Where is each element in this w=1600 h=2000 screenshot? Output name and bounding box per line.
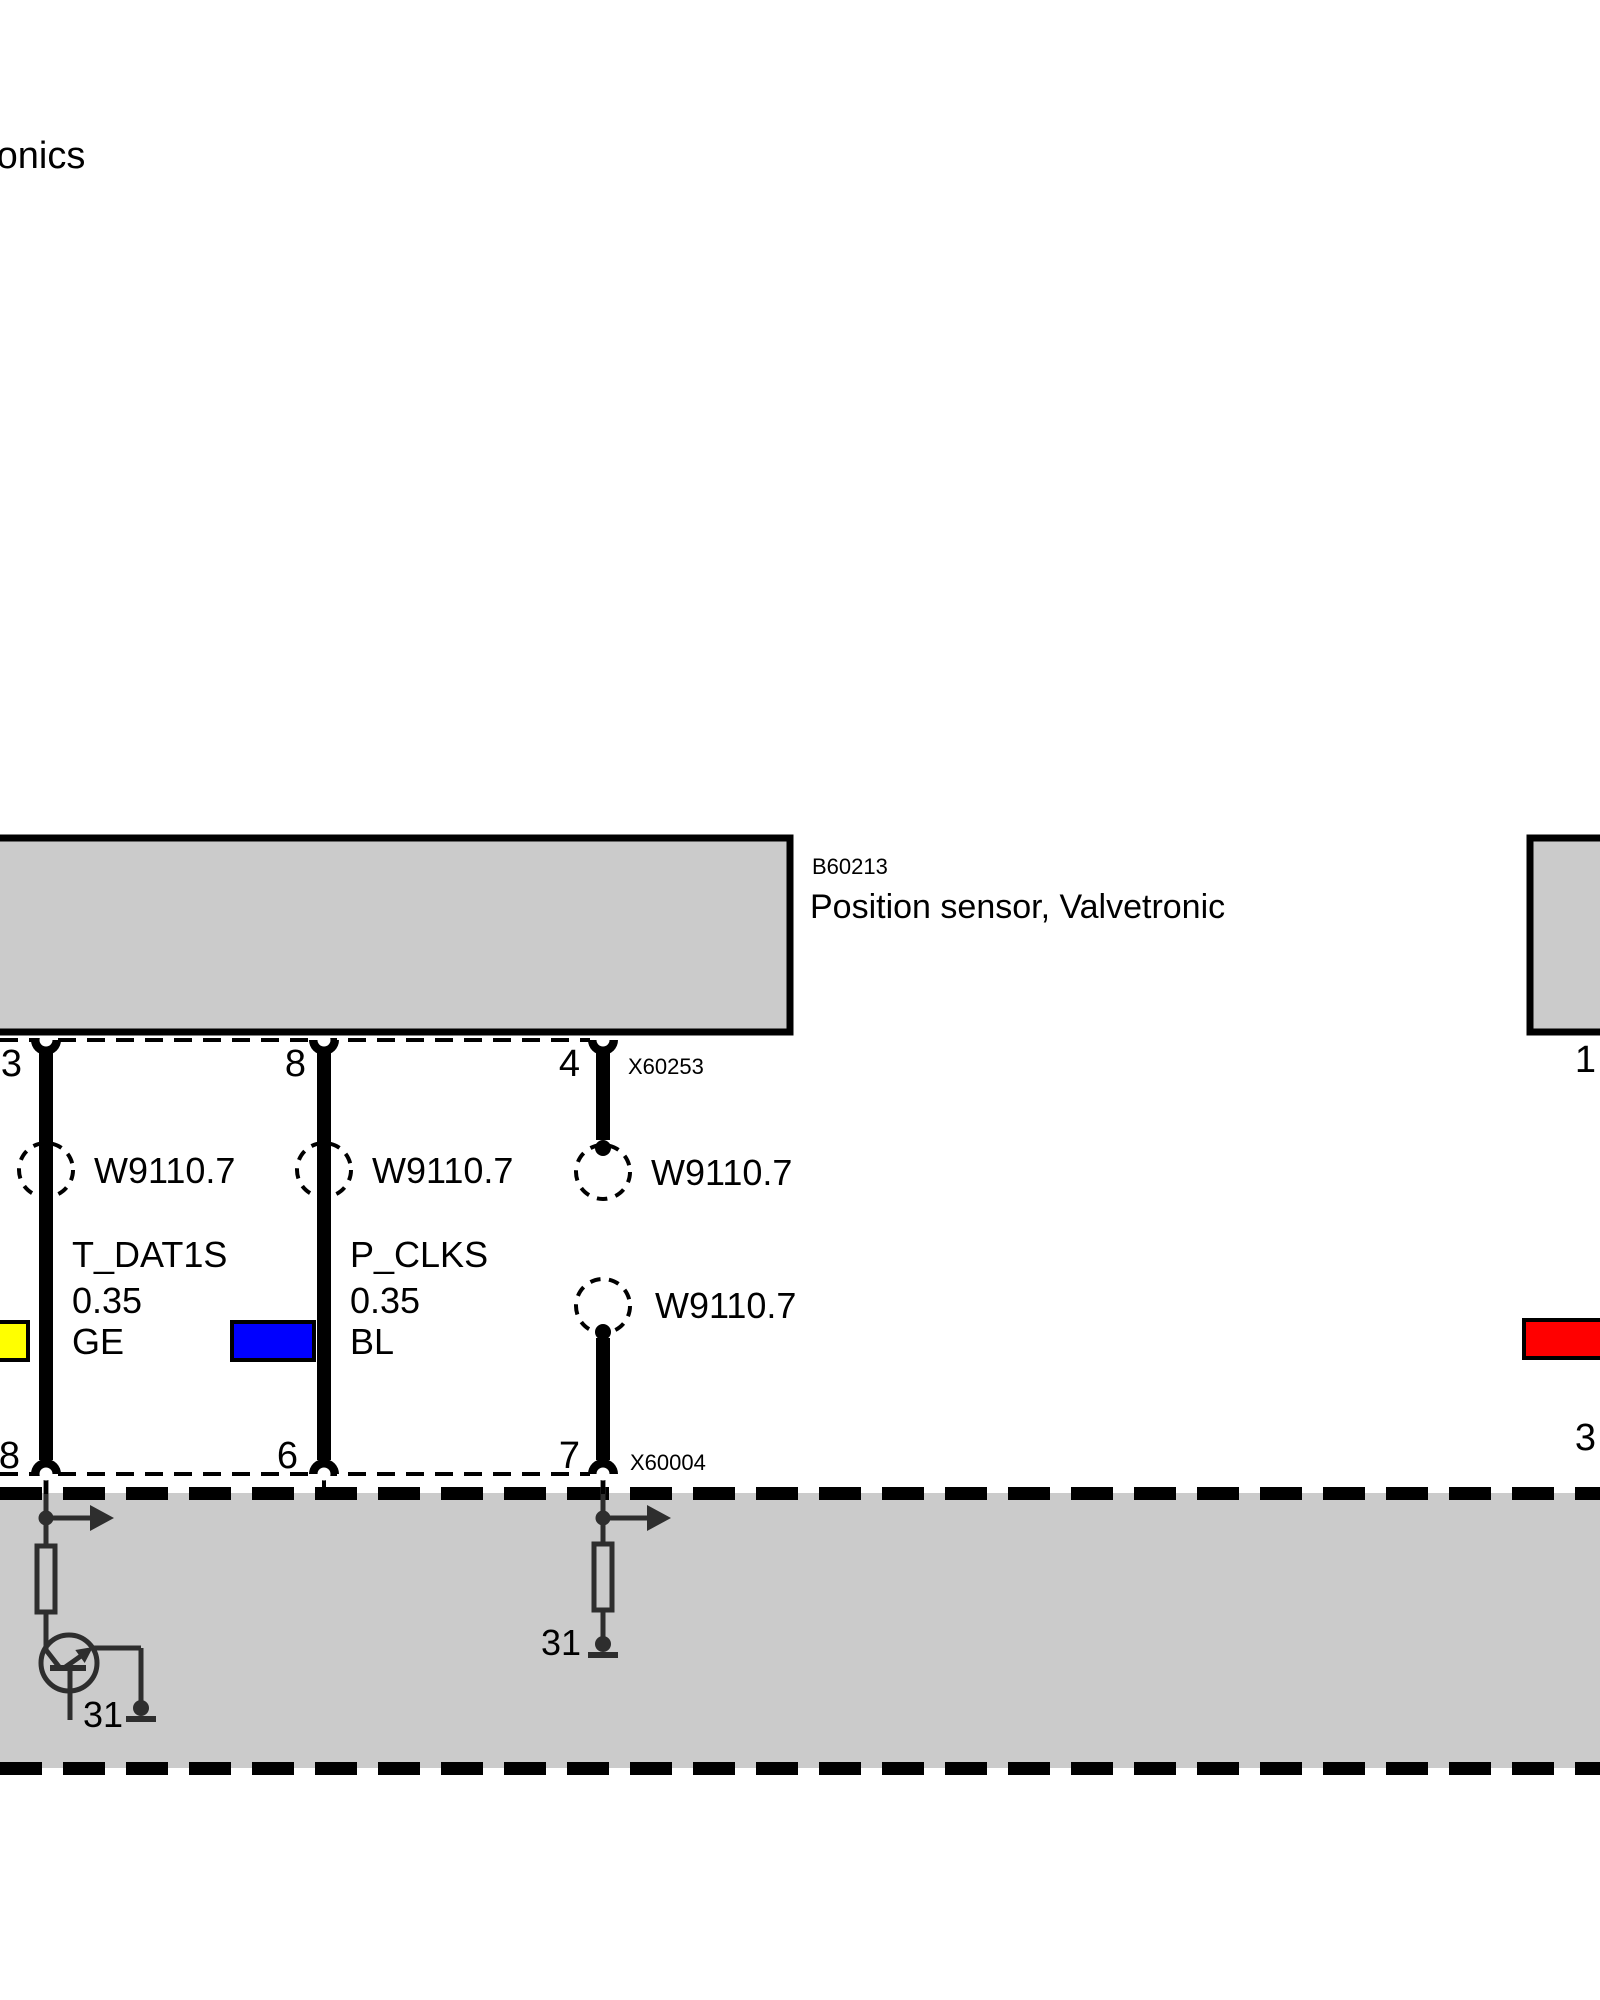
wire-signal: T_DAT1S [72,1234,227,1275]
socket-cup-icon [309,1459,339,1474]
ground-dot [133,1700,149,1716]
wire-designation-circle [574,1143,632,1201]
wire-signal: P_CLKS [350,1234,488,1275]
wire-color-code: BL [350,1321,394,1362]
socket-notch [39,1033,53,1047]
component-name: Position sensor, Valvetronic [810,888,1225,926]
connector-bottom-sockets [31,1459,618,1494]
socket-notch [317,1467,331,1481]
pin-number: 1 [1575,1039,1596,1081]
junction-dot [595,1510,611,1526]
connector-top-labels: 3 8 4 1 X60253 [1,1039,1596,1085]
pin-number: 4 [559,1043,580,1085]
socket-notch [596,1033,610,1047]
pin-number: 8 [0,1435,20,1477]
wire-size: 0.35 [350,1280,420,1321]
wire-color-code: GE [72,1321,124,1362]
wire-color-swatch-red [1522,1318,1600,1360]
connector-bottom-labels: 8 6 7 3 X60004 [0,1417,1596,1477]
wire-end-dot [595,1324,611,1340]
page-title-fragment: ronics [0,135,85,177]
pin-number: 7 [559,1435,580,1477]
wire-color-swatch-blue [230,1320,316,1362]
wire-designation: W9110.7 [651,1152,792,1193]
socket-cup-icon [31,1040,61,1055]
component-code: B60213 [812,854,888,879]
socket-cup-icon [588,1459,618,1474]
socket-cup-icon [309,1040,339,1055]
internal-circuit-left [34,1472,156,1722]
right-component-box [1526,834,1600,1036]
wire-designation: W9110.7 [655,1285,796,1326]
connector-code: X60004 [630,1450,706,1475]
signal-arrow-icon [90,1505,114,1531]
transistor-arrow-icon [75,1647,93,1663]
wire-designation-circle [295,1141,353,1199]
ground-terminal-label: 31 [541,1622,581,1663]
wire-end-dot [595,1140,611,1156]
wires [39,1050,610,1460]
pin-number: 3 [1,1043,22,1085]
wire1-labels: T_DAT1S 0.35 GE [72,1234,227,1362]
socket-cup-icon [31,1459,61,1474]
wire-designation-circle [17,1141,75,1199]
ground-terminal-label: 31 [83,1694,123,1735]
socket-cup-icon [588,1040,618,1055]
ground-dot [595,1636,611,1652]
connector-code: X60253 [628,1054,704,1079]
ecu-internal-band [0,1493,1600,1768]
wire-designation: W9110.7 [372,1150,513,1191]
pin-number: 3 [1575,1417,1596,1459]
pin-number: 6 [277,1435,298,1477]
socket-notch [596,1467,610,1481]
connector-top-sockets [31,1029,618,1055]
position-sensor-box [0,834,794,1036]
signal-arrow-icon [647,1505,671,1531]
wire-designation: W9110.7 [94,1150,235,1191]
pin-number: 8 [285,1043,306,1085]
junction-dot [38,1510,54,1526]
wire-color-swatch-yellow [0,1320,30,1362]
wire2-labels: P_CLKS 0.35 BL [350,1234,488,1362]
wire-size: 0.35 [72,1280,142,1321]
socket-notch [317,1033,331,1047]
socket-notch [39,1467,53,1481]
